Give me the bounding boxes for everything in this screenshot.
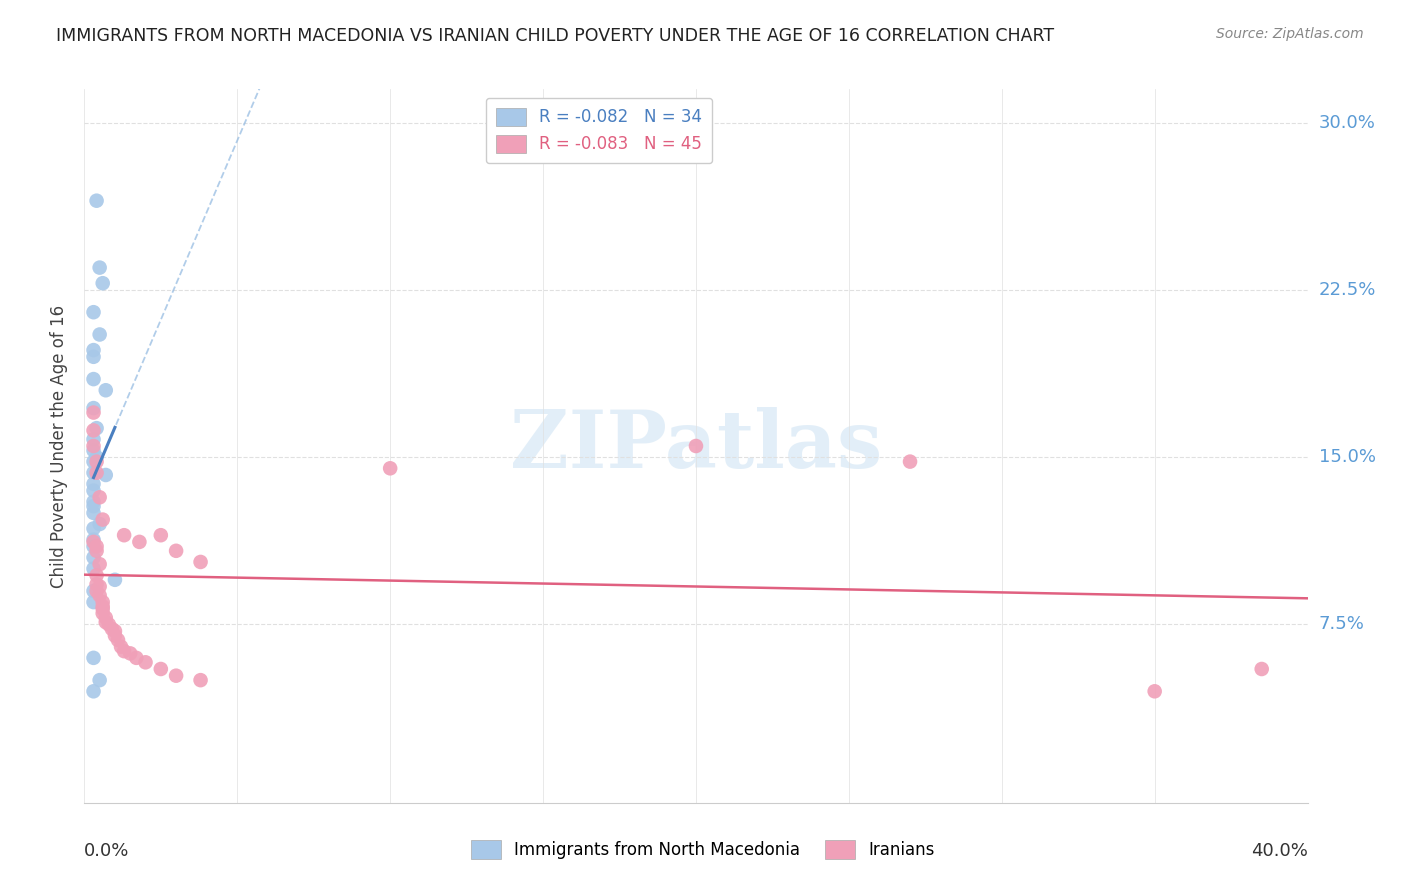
Point xyxy=(83,483,105,498)
Legend: R = -0.082   N = 34, R = -0.083   N = 45: R = -0.082 N = 34, R = -0.083 N = 45 xyxy=(485,97,711,163)
Point xyxy=(86,194,108,208)
Point xyxy=(89,327,111,342)
Point xyxy=(86,568,108,582)
Point xyxy=(83,424,105,438)
Point xyxy=(86,577,108,591)
Y-axis label: Child Poverty Under the Age of 16: Child Poverty Under the Age of 16 xyxy=(51,304,69,588)
Point xyxy=(120,646,142,660)
Point xyxy=(86,543,108,558)
Point xyxy=(110,640,132,654)
Point xyxy=(91,601,114,615)
Point xyxy=(83,372,105,386)
Point xyxy=(83,494,105,508)
Point xyxy=(91,599,114,614)
Point xyxy=(86,583,108,598)
Text: Source: ZipAtlas.com: Source: ZipAtlas.com xyxy=(1216,27,1364,41)
Point xyxy=(83,534,105,549)
Point xyxy=(83,350,105,364)
Point xyxy=(107,633,129,648)
Point xyxy=(91,512,114,526)
Text: 30.0%: 30.0% xyxy=(1319,113,1375,132)
Point xyxy=(1250,662,1272,676)
Point xyxy=(83,466,105,480)
Point xyxy=(149,662,172,676)
Point xyxy=(128,534,150,549)
Point xyxy=(89,517,111,532)
Point xyxy=(165,669,187,683)
Point xyxy=(83,539,105,553)
Point xyxy=(112,528,135,542)
Text: 22.5%: 22.5% xyxy=(1319,281,1376,299)
Point xyxy=(83,521,105,535)
Point xyxy=(91,595,114,609)
Point xyxy=(1143,684,1166,698)
Point xyxy=(83,583,105,598)
Point xyxy=(89,673,111,687)
Point xyxy=(83,500,105,514)
Point xyxy=(898,455,921,469)
Text: 7.5%: 7.5% xyxy=(1319,615,1365,633)
Point xyxy=(83,443,105,458)
Point xyxy=(86,466,108,480)
Point xyxy=(89,589,111,603)
Point xyxy=(83,455,105,469)
Point xyxy=(190,673,212,687)
Text: 0.0%: 0.0% xyxy=(84,842,129,860)
Point xyxy=(83,533,105,547)
Text: IMMIGRANTS FROM NORTH MACEDONIA VS IRANIAN CHILD POVERTY UNDER THE AGE OF 16 COR: IMMIGRANTS FROM NORTH MACEDONIA VS IRANI… xyxy=(56,27,1054,45)
Point xyxy=(165,543,187,558)
Point xyxy=(94,615,117,630)
Point xyxy=(83,562,105,576)
Legend: Immigrants from North Macedonia, Iranians: Immigrants from North Macedonia, Iranian… xyxy=(464,834,942,866)
Point xyxy=(86,450,108,464)
Point xyxy=(83,506,105,520)
Point xyxy=(101,622,124,636)
Point xyxy=(104,573,127,587)
Point xyxy=(83,343,105,358)
Point xyxy=(97,617,120,632)
Point xyxy=(685,439,707,453)
Point xyxy=(83,305,105,319)
Point xyxy=(190,555,212,569)
Point xyxy=(83,476,105,491)
Point xyxy=(89,260,111,275)
Point xyxy=(83,595,105,609)
Point xyxy=(135,655,157,669)
Point xyxy=(94,610,117,624)
Point xyxy=(89,580,111,594)
Point xyxy=(104,628,127,642)
Point xyxy=(86,421,108,435)
Point xyxy=(149,528,172,542)
Point xyxy=(112,644,135,658)
Point xyxy=(94,384,117,398)
Point xyxy=(83,405,105,419)
Text: 40.0%: 40.0% xyxy=(1251,842,1308,860)
Point xyxy=(83,439,105,453)
Point xyxy=(83,432,105,446)
Point xyxy=(83,401,105,416)
Point xyxy=(86,455,108,469)
Point xyxy=(89,557,111,572)
Point xyxy=(83,684,105,698)
Point xyxy=(91,607,114,621)
Text: ZIPatlas: ZIPatlas xyxy=(510,407,882,485)
Text: 15.0%: 15.0% xyxy=(1319,448,1375,467)
Point xyxy=(104,624,127,639)
Point xyxy=(94,467,117,482)
Point xyxy=(380,461,402,475)
Point xyxy=(125,651,148,665)
Point xyxy=(86,539,108,553)
Point xyxy=(83,651,105,665)
Point xyxy=(91,277,114,291)
Point xyxy=(89,490,111,504)
Point xyxy=(83,550,105,565)
